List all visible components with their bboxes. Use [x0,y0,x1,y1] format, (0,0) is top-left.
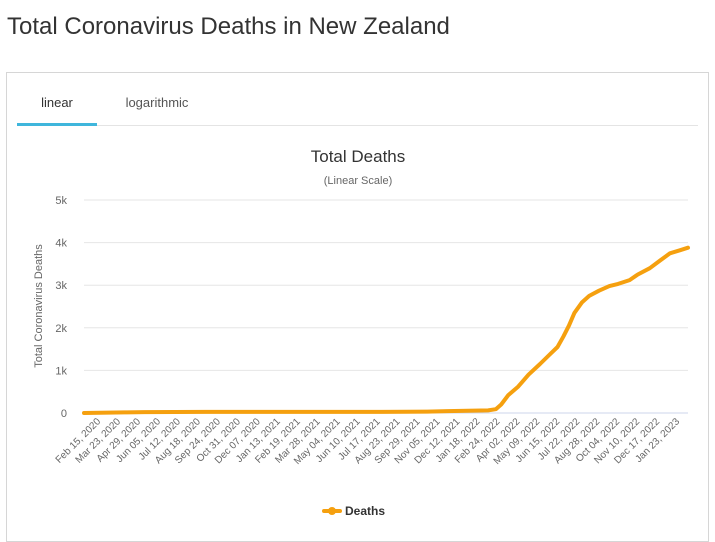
legend-marker-dot [328,507,336,515]
chart-subtitle: (Linear Scale) [324,175,392,187]
tab-linear[interactable]: linear [17,73,97,126]
y-axis-label: Total Coronavirus Deaths [33,244,45,368]
y-tick-label: 3k [55,280,67,292]
y-tick-label: 2k [55,323,67,335]
chart-title: Total Deaths [311,147,406,166]
legend-label-deaths[interactable]: Deaths [345,504,385,518]
y-tick-label: 1k [55,365,67,377]
y-tick-label: 0 [61,408,67,420]
y-tick-label: 5k [55,195,67,207]
scale-tabs: linear logarithmic [17,73,698,126]
series-line-deaths[interactable] [82,245,690,415]
chart-card: linear logarithmic [6,72,709,542]
legend[interactable]: Deaths [322,504,385,518]
page-title: Total Coronavirus Deaths in New Zealand [7,13,450,40]
tab-logarithmic[interactable]: logarithmic [125,95,189,110]
y-tick-label: 4k [55,238,67,250]
